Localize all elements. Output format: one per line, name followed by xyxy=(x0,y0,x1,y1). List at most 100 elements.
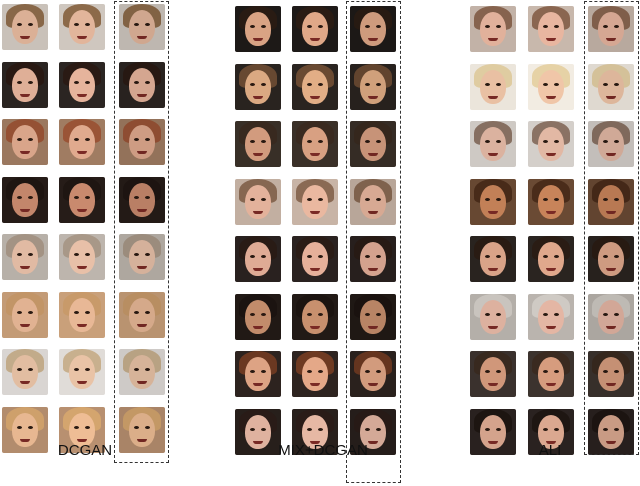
eye-shape xyxy=(376,255,381,258)
eye-shape xyxy=(145,253,150,256)
eye-shape xyxy=(543,140,548,143)
mix-dcgan-face-thumbnail xyxy=(350,63,396,110)
ali-face-thumbnail xyxy=(528,121,574,167)
mix-dcgan-face-thumbnail xyxy=(292,408,338,455)
eye-shape xyxy=(365,427,370,431)
mouth-shape xyxy=(368,440,378,444)
eye-shape xyxy=(28,310,33,314)
eye-shape xyxy=(28,368,33,371)
eye-shape xyxy=(250,370,255,373)
eye-shape xyxy=(250,82,255,86)
eye-shape xyxy=(145,368,150,371)
mouth-shape xyxy=(546,383,556,386)
eye-shape xyxy=(134,80,139,84)
eye-shape xyxy=(376,370,381,373)
eye-shape xyxy=(614,427,619,431)
eye-shape xyxy=(28,80,33,84)
eye-shape xyxy=(250,197,255,201)
eye-shape xyxy=(485,197,490,201)
dcgan-highlight-box xyxy=(114,1,169,463)
eye-shape xyxy=(28,138,33,141)
eye-shape xyxy=(74,310,79,314)
mouth-shape xyxy=(253,95,263,99)
eye-shape xyxy=(134,138,139,141)
eye-shape xyxy=(614,370,619,373)
ali-face-thumbnail xyxy=(470,6,516,52)
eye-shape xyxy=(307,140,312,143)
mix-dcgan-face-thumbnail xyxy=(235,351,281,397)
eye-shape xyxy=(74,23,79,26)
eye-shape xyxy=(307,255,312,258)
eye-shape xyxy=(603,140,608,143)
ali-face-thumbnail xyxy=(528,63,574,110)
eye-shape xyxy=(554,82,559,86)
dcgan-face-thumbnail xyxy=(59,349,105,395)
eye-shape xyxy=(496,197,501,201)
eye-shape xyxy=(318,25,323,28)
mouth-shape xyxy=(488,383,498,386)
eye-shape xyxy=(307,370,312,373)
eye-shape xyxy=(603,82,608,86)
eye-shape xyxy=(554,370,559,373)
eye-shape xyxy=(17,138,22,141)
eye-shape xyxy=(145,23,150,26)
mouth-shape xyxy=(546,38,556,41)
mouth-shape xyxy=(77,323,87,327)
mouth-shape xyxy=(20,208,30,212)
mouth-shape xyxy=(488,268,498,271)
mouth-shape xyxy=(606,38,616,41)
mouth-shape xyxy=(310,325,320,329)
mouth-shape xyxy=(488,440,498,444)
eye-shape xyxy=(376,197,381,201)
mouth-shape xyxy=(310,440,320,444)
dcgan-face-thumbnail xyxy=(119,4,165,50)
mouth-shape xyxy=(77,381,87,384)
eye-shape xyxy=(485,82,490,86)
ali-face-thumbnail xyxy=(588,121,634,167)
eye-shape xyxy=(554,255,559,258)
eye-shape xyxy=(17,195,22,199)
mouth-shape xyxy=(20,438,30,442)
mix-dcgan-face-thumbnail xyxy=(350,6,396,52)
eye-shape xyxy=(74,80,79,84)
eye-shape xyxy=(318,197,323,201)
ali-face-thumbnail xyxy=(588,351,634,397)
mouth-shape xyxy=(20,36,30,39)
eye-shape xyxy=(485,312,490,316)
eye-shape xyxy=(543,312,548,316)
dcgan-face-thumbnail xyxy=(59,4,105,50)
ali-face-thumbnail xyxy=(470,293,516,340)
mix-dcgan-face-thumbnail xyxy=(292,236,338,282)
mouth-shape xyxy=(546,268,556,271)
eye-shape xyxy=(496,82,501,86)
mouth-shape xyxy=(253,383,263,386)
mouth-shape xyxy=(20,151,30,154)
mouth-shape xyxy=(253,210,263,214)
eye-shape xyxy=(603,197,608,201)
eye-shape xyxy=(603,255,608,258)
mix-dcgan-face-thumbnail xyxy=(350,293,396,340)
mix-dcgan-face-thumbnail xyxy=(292,293,338,340)
mix-dcgan-face-thumbnail xyxy=(235,6,281,52)
eye-shape xyxy=(145,80,150,84)
eye-shape xyxy=(17,23,22,26)
dcgan-face-thumbnail xyxy=(2,291,48,338)
eye-shape xyxy=(543,255,548,258)
mouth-shape xyxy=(488,95,498,99)
eye-shape xyxy=(496,255,501,258)
mouth-shape xyxy=(137,36,147,39)
eye-shape xyxy=(134,310,139,314)
dcgan-face-thumbnail xyxy=(119,61,165,108)
mouth-shape xyxy=(77,36,87,39)
eye-shape xyxy=(74,138,79,141)
eye-shape xyxy=(85,138,90,141)
eye-shape xyxy=(17,310,22,314)
eye-shape xyxy=(603,312,608,316)
eye-shape xyxy=(85,425,90,429)
mix-dcgan-face-thumbnail xyxy=(235,293,281,340)
ali-face-thumbnail xyxy=(528,178,574,225)
eye-shape xyxy=(485,25,490,28)
mouth-shape xyxy=(20,323,30,327)
eye-shape xyxy=(85,253,90,256)
eye-shape xyxy=(250,140,255,143)
